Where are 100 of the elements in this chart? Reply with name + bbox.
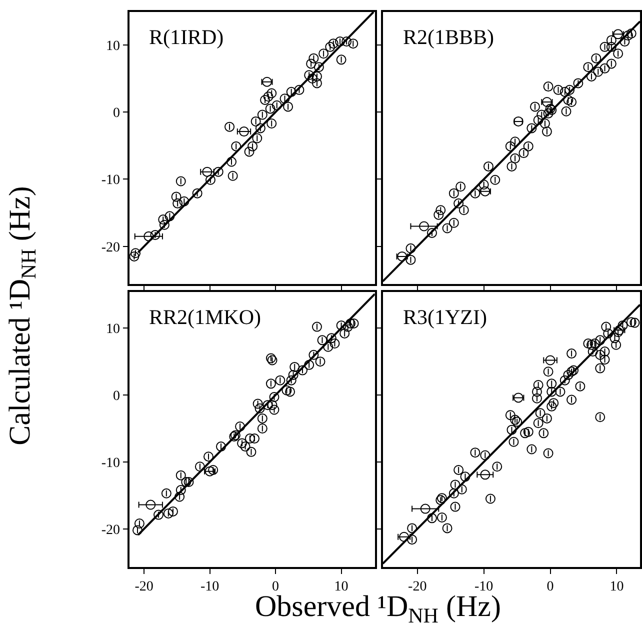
point xyxy=(237,438,248,448)
point xyxy=(506,161,517,172)
text: R2(1BBB) xyxy=(403,25,494,49)
point xyxy=(573,78,584,88)
point xyxy=(334,36,345,47)
point xyxy=(326,333,336,344)
point xyxy=(426,228,437,238)
point xyxy=(626,28,636,38)
point xyxy=(146,500,156,510)
y-tick-label: -20 xyxy=(101,522,120,538)
point xyxy=(526,123,537,134)
point xyxy=(150,230,160,240)
y-tick-label: -20 xyxy=(101,240,120,256)
point xyxy=(505,141,516,152)
point xyxy=(257,110,268,120)
point xyxy=(442,223,452,234)
point xyxy=(406,243,416,254)
y-tick-label: -10 xyxy=(101,456,120,471)
point xyxy=(478,180,489,190)
point xyxy=(483,161,494,172)
point xyxy=(130,248,141,258)
point xyxy=(308,53,319,64)
point xyxy=(315,356,326,367)
point xyxy=(254,403,265,414)
point xyxy=(252,133,262,144)
point xyxy=(144,231,154,242)
point xyxy=(275,375,286,386)
point xyxy=(159,220,170,230)
point xyxy=(583,62,594,72)
point xyxy=(250,434,260,444)
point xyxy=(419,221,430,232)
point xyxy=(591,53,602,64)
point xyxy=(257,413,268,424)
x-tick-label: -10 xyxy=(200,580,220,595)
point xyxy=(342,36,352,47)
point xyxy=(224,122,235,132)
point xyxy=(163,508,174,518)
point xyxy=(620,36,630,47)
point xyxy=(312,322,322,332)
point xyxy=(286,375,296,386)
point xyxy=(205,174,216,185)
y-tick-label: 10 xyxy=(106,38,120,54)
point xyxy=(213,166,224,177)
point xyxy=(523,141,534,152)
point xyxy=(306,58,316,69)
point xyxy=(458,205,469,216)
point xyxy=(255,123,266,134)
point xyxy=(179,196,190,206)
point xyxy=(176,470,186,480)
point xyxy=(490,174,500,185)
point xyxy=(266,118,277,128)
point xyxy=(510,136,520,147)
point xyxy=(263,92,274,102)
point xyxy=(194,462,205,472)
point xyxy=(436,205,446,216)
point xyxy=(176,176,186,186)
point xyxy=(272,100,282,110)
point xyxy=(470,188,480,198)
point xyxy=(158,214,168,225)
x-tick-label: 0 xyxy=(546,580,554,595)
point xyxy=(336,320,346,330)
point xyxy=(283,102,294,112)
point xyxy=(266,378,276,389)
point xyxy=(518,148,529,158)
y-tick-label: 0 xyxy=(113,388,120,404)
point xyxy=(244,434,255,444)
point xyxy=(192,188,202,198)
point xyxy=(265,104,276,114)
point xyxy=(510,153,520,164)
point xyxy=(266,88,277,98)
point xyxy=(600,63,610,74)
point xyxy=(318,48,329,59)
point xyxy=(448,188,459,198)
point xyxy=(448,218,459,228)
point xyxy=(286,86,296,97)
point xyxy=(304,360,314,370)
point xyxy=(543,82,554,92)
point xyxy=(454,198,464,208)
text: RR2(1MKO) xyxy=(149,305,262,329)
point xyxy=(161,488,172,498)
point xyxy=(130,251,140,262)
point xyxy=(282,385,292,396)
x-tick-label: 10 xyxy=(610,580,624,595)
point xyxy=(250,116,261,126)
point xyxy=(323,342,334,352)
point xyxy=(216,442,226,452)
point xyxy=(566,97,577,107)
point xyxy=(348,38,358,49)
point xyxy=(325,42,336,52)
point xyxy=(317,335,328,346)
point xyxy=(181,477,192,488)
text: R3(1YZI) xyxy=(403,305,487,329)
point xyxy=(563,94,574,105)
point xyxy=(340,328,350,338)
point xyxy=(184,477,194,488)
point xyxy=(308,350,319,360)
point xyxy=(348,318,359,328)
point xyxy=(294,84,304,95)
point xyxy=(406,254,416,265)
point xyxy=(613,48,624,59)
